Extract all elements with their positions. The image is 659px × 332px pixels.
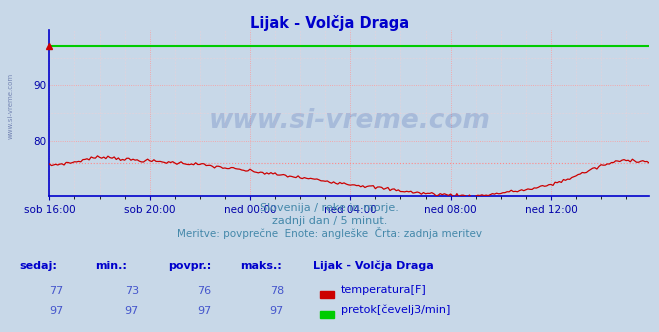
Text: www.si-vreme.com: www.si-vreme.com <box>208 108 490 134</box>
Text: 76: 76 <box>197 286 212 296</box>
Text: pretok[čevelj3/min]: pretok[čevelj3/min] <box>341 304 450 315</box>
Text: 73: 73 <box>125 286 139 296</box>
Text: 77: 77 <box>49 286 63 296</box>
Text: temperatura[F]: temperatura[F] <box>341 285 426 295</box>
Text: 78: 78 <box>270 286 284 296</box>
Text: Lijak - Volčja Draga: Lijak - Volčja Draga <box>313 260 434 271</box>
Text: 97: 97 <box>270 306 284 316</box>
Text: zadnji dan / 5 minut.: zadnji dan / 5 minut. <box>272 216 387 226</box>
Text: Meritve: povprečne  Enote: angleške  Črta: zadnja meritev: Meritve: povprečne Enote: angleške Črta:… <box>177 227 482 239</box>
Text: 97: 97 <box>197 306 212 316</box>
Text: maks.:: maks.: <box>241 261 282 271</box>
Text: 97: 97 <box>49 306 63 316</box>
Text: sedaj:: sedaj: <box>20 261 57 271</box>
Text: min.:: min.: <box>96 261 127 271</box>
Text: povpr.:: povpr.: <box>168 261 212 271</box>
Text: www.si-vreme.com: www.si-vreme.com <box>8 73 14 139</box>
Text: 97: 97 <box>125 306 139 316</box>
Text: Slovenija / reke in morje.: Slovenija / reke in morje. <box>260 203 399 213</box>
Text: Lijak - Volčja Draga: Lijak - Volčja Draga <box>250 15 409 31</box>
